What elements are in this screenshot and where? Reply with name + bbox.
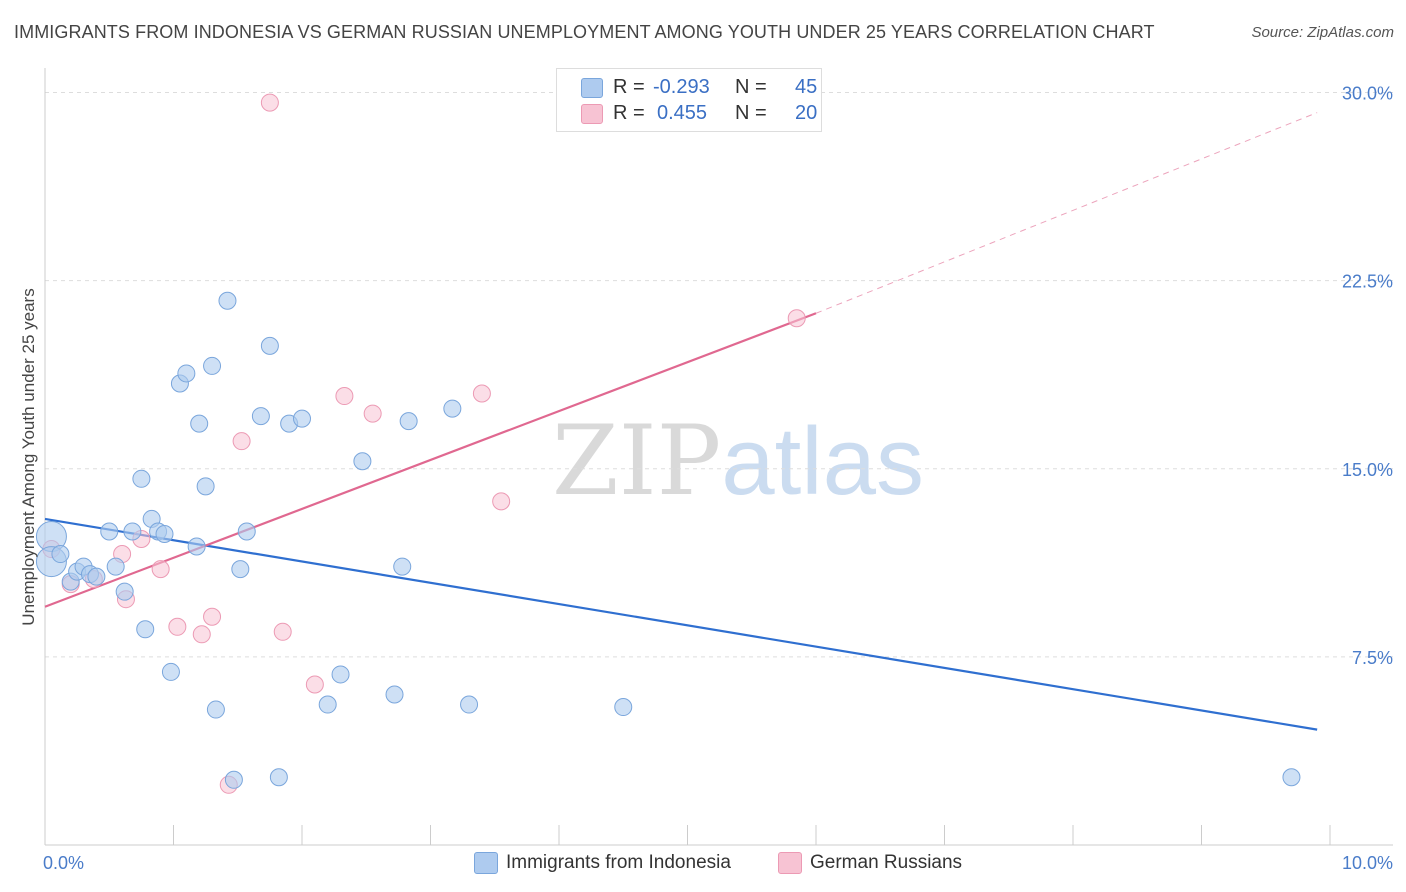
point-german-russians <box>168 617 187 636</box>
y-tick-label: 7.5% <box>1352 648 1393 668</box>
point-indonesia <box>1282 768 1301 787</box>
bottom-legend-label: Immigrants from Indonesia <box>506 852 731 873</box>
y-tick-label: 22.5% <box>1342 272 1393 292</box>
point-indonesia <box>100 522 119 541</box>
point-indonesia <box>136 620 155 639</box>
point-german-russians <box>335 387 354 406</box>
legend-swatch-blue <box>581 78 603 98</box>
point-indonesia <box>269 768 288 787</box>
point-indonesia <box>187 537 206 556</box>
point-indonesia <box>218 291 237 310</box>
point-german-russians <box>151 560 170 579</box>
point-indonesia <box>251 407 270 426</box>
y-tick-label: 30.0% <box>1342 84 1393 104</box>
point-indonesia <box>443 399 462 418</box>
legend-n-label: N = <box>735 102 767 124</box>
point-indonesia <box>614 698 633 717</box>
point-indonesia <box>224 770 243 789</box>
point-german-russians <box>232 432 251 451</box>
watermark-atlas: atlas <box>721 408 924 515</box>
bottom-legend-swatch-blue <box>474 852 498 874</box>
point-german-russians <box>260 93 279 112</box>
point-indonesia <box>132 469 151 488</box>
point-indonesia <box>51 545 70 564</box>
point-german-russians <box>203 607 222 626</box>
point-german-russians <box>492 492 511 511</box>
legend-r-label: R = <box>613 102 645 124</box>
point-indonesia <box>353 452 372 471</box>
legend-n-value: 45 <box>795 76 818 98</box>
legend-r-label: R = <box>613 76 645 98</box>
legend-r-value: -0.293 <box>653 76 710 98</box>
legend-n-label: N = <box>735 76 767 98</box>
point-indonesia <box>393 557 412 576</box>
point-indonesia <box>331 665 350 684</box>
trend-lines <box>44 112 1318 731</box>
y-axis-title: Unemployment Among Youth under 25 years <box>19 288 38 625</box>
point-indonesia <box>237 522 256 541</box>
point-german-russians <box>787 309 806 328</box>
point-german-russians <box>273 622 292 641</box>
point-indonesia <box>177 364 196 383</box>
point-indonesia <box>260 336 279 355</box>
point-indonesia <box>460 695 479 714</box>
point-indonesia <box>115 582 134 601</box>
point-indonesia <box>196 477 215 496</box>
bottom-legend-swatch-pink <box>778 852 802 874</box>
point-german-russians <box>192 625 211 644</box>
trend-line-indonesia <box>44 517 1318 731</box>
point-german-russians <box>305 675 324 694</box>
point-indonesia <box>399 412 418 431</box>
point-indonesia <box>293 409 311 428</box>
point-indonesia <box>385 685 404 704</box>
point-indonesia <box>87 567 106 586</box>
point-indonesia <box>155 524 174 543</box>
point-german-russians <box>472 384 491 403</box>
watermark: ZIPatlas <box>552 405 924 517</box>
chart-title: IMMIGRANTS FROM INDONESIA VS GERMAN RUSS… <box>14 22 1155 42</box>
legend-swatch-pink <box>581 104 603 124</box>
point-indonesia <box>106 557 125 576</box>
legend-r-value: 0.455 <box>657 102 708 124</box>
bottom-legend-label: German Russians <box>810 852 963 873</box>
legend-n-value: 20 <box>795 102 818 124</box>
point-indonesia <box>231 560 250 579</box>
x-tick-label: 10.0% <box>1342 853 1393 873</box>
watermark-zip: ZIP <box>552 405 722 517</box>
point-indonesia <box>206 700 225 719</box>
source-label: Source: ZipAtlas.com <box>1251 24 1394 41</box>
data-points <box>35 93 1301 794</box>
axis-labels: 7.5% 15.0% 22.5% 30.0% 0.0% 10.0% Unemployment… <box>19 84 1393 873</box>
point-indonesia <box>190 414 209 433</box>
point-indonesia <box>123 522 142 541</box>
y-tick-label: 15.0% <box>1342 460 1393 480</box>
point-indonesia <box>161 662 180 681</box>
x-tick-label: 0.0% <box>43 853 84 873</box>
point-german-russians <box>363 404 382 423</box>
correlation-legend: R = -0.293 N = 45 R = 0.455 N = 20 <box>556 68 822 132</box>
axes <box>44 68 1393 846</box>
trend-line-extension <box>815 112 1318 314</box>
point-indonesia <box>203 356 222 375</box>
trend-line-german-russians <box>44 312 817 608</box>
point-indonesia <box>318 695 337 714</box>
